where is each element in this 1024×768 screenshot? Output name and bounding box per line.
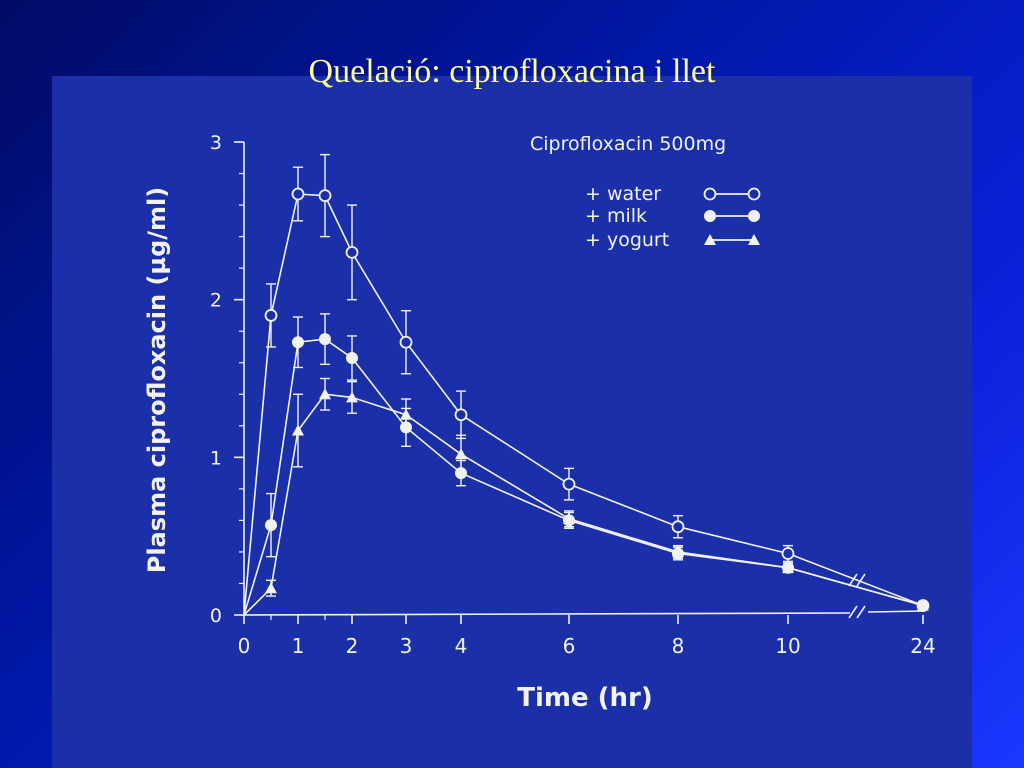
series-layer — [243, 153, 930, 616]
x-tick-label: 4 — [455, 634, 468, 658]
x-tick-label: 6 — [563, 634, 576, 658]
data-point-milk — [265, 519, 277, 532]
data-point-yogurt — [346, 391, 358, 403]
data-point-water — [454, 408, 468, 422]
legend-marker-yogurt — [748, 234, 760, 245]
data-point-yogurt — [265, 582, 277, 594]
y-tick-label: 3 — [210, 132, 222, 154]
axes: 0 1 2 3 0 1 2 3 4 6 8 10 24 — [210, 132, 936, 658]
data-point-milk — [292, 336, 304, 349]
chart-title: Ciprofloxacin 500mg — [530, 133, 726, 155]
data-point-milk — [346, 352, 358, 365]
slide-title: Quelació: ciprofloxacina i llet — [308, 53, 716, 90]
data-point-yogurt — [917, 599, 929, 611]
data-point-yogurt — [292, 424, 304, 436]
x-tick-label: 8 — [672, 634, 685, 658]
y-tick-label: 1 — [210, 447, 222, 469]
x-tick-label: 3 — [400, 634, 413, 658]
y-axis-title: Plasma ciprofloxacin (µg/ml) — [143, 187, 171, 573]
legend-swatches — [703, 187, 761, 245]
series-milk — [243, 313, 929, 616]
data-point-milk — [319, 333, 331, 346]
data-point-yogurt — [319, 388, 331, 400]
legend-label-milk: + milk — [585, 205, 647, 227]
data-point-water — [318, 189, 332, 203]
data-point-water — [671, 520, 685, 534]
x-tick-label: 10 — [775, 634, 800, 658]
series-break-mark — [856, 573, 866, 587]
legend-marker-water — [703, 187, 717, 201]
x-tick-label: 2 — [346, 634, 359, 658]
data-point-yogurt — [782, 561, 794, 573]
x-tick-label: 0 — [238, 634, 251, 658]
legend-marker-water — [747, 187, 761, 201]
chart-panel — [52, 76, 972, 768]
legend-label-yogurt: + yogurt — [585, 229, 669, 251]
series-line-tail-water — [787, 552, 924, 607]
legend-marker-milk — [748, 210, 760, 222]
legend-marker-yogurt — [704, 234, 716, 245]
legend-label-water: + water — [585, 183, 661, 205]
series-line-water — [243, 193, 789, 616]
data-point-water — [562, 477, 576, 491]
x-tick-label: 1 — [292, 634, 305, 658]
series-line-milk — [243, 338, 789, 616]
x-axis-break-mark — [856, 605, 866, 619]
data-point-water — [291, 187, 305, 201]
series-line-tail-yogurt — [787, 566, 924, 607]
x-axis-title: Time (hr) — [517, 683, 653, 713]
data-point-yogurt — [455, 448, 467, 460]
x-axis-break-mark — [848, 605, 858, 619]
legend-marker-milk — [704, 210, 716, 222]
x-axis-line-left — [243, 612, 851, 616]
data-point-yogurt — [400, 408, 412, 420]
x-tick-label: 24 — [910, 634, 935, 658]
y-tick-label: 0 — [210, 605, 222, 627]
series-break-mark — [848, 573, 858, 587]
series-yogurt — [243, 377, 929, 616]
data-point-water — [399, 335, 413, 349]
legend: + water + milk + yogurt — [585, 183, 761, 251]
data-point-water — [781, 547, 795, 560]
data-point-water — [345, 245, 359, 259]
y-tick-label: 2 — [210, 290, 222, 312]
data-point-water — [264, 309, 278, 322]
data-point-yogurt — [563, 512, 575, 524]
x-axis-line-right — [867, 610, 926, 613]
series-line-yogurt — [243, 393, 789, 616]
data-point-yogurt — [672, 545, 684, 557]
